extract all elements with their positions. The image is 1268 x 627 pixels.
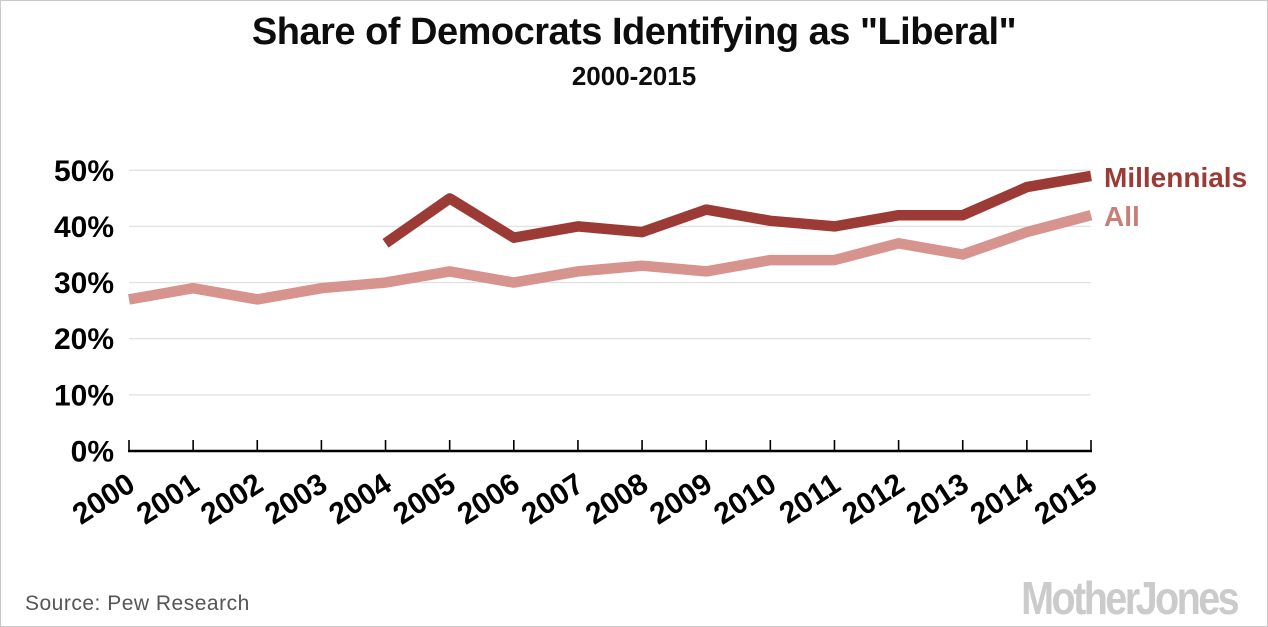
y-axis-label: 50% [54,155,114,188]
x-axis-label: 2007 [516,467,590,531]
x-axis-label: 2014 [965,467,1039,531]
chart-title: Share of Democrats Identifying as "Liber… [251,11,1017,53]
y-axis-label: 40% [54,211,114,244]
series-label-millennials: Millennials [1104,162,1247,193]
x-axis-label: 2015 [1029,467,1103,531]
x-axis-label: 2006 [452,467,526,531]
motherjones-logo: Mother Jones [1021,572,1239,624]
x-axis-label: 2003 [259,467,333,531]
x-axis-label: 2001 [131,467,205,531]
y-axis-label: 10% [54,379,114,412]
x-axis-label: 2000 [67,467,141,531]
y-axis-label: 30% [54,267,114,300]
source-note: Source: Pew Research [25,592,250,615]
series-label-all: All [1104,201,1140,232]
series-line-millennials [382,170,1092,248]
x-axis-label: 2013 [901,467,975,531]
x-axis-label: 2002 [195,467,269,531]
y-axis-label: 20% [54,323,114,356]
y-axis-label: 0% [71,436,114,469]
x-axis-label: 2004 [323,467,397,531]
series-line-all [128,210,1093,305]
x-axis-label: 2010 [708,467,782,531]
chart-subtitle: 2000-2015 [571,61,697,91]
x-axis-label: 2009 [644,467,718,531]
x-axis-label: 2005 [388,467,462,531]
x-axis-label: 2008 [580,467,654,531]
x-axis-label: 2012 [836,467,910,531]
x-axis-label: 2011 [774,467,847,530]
